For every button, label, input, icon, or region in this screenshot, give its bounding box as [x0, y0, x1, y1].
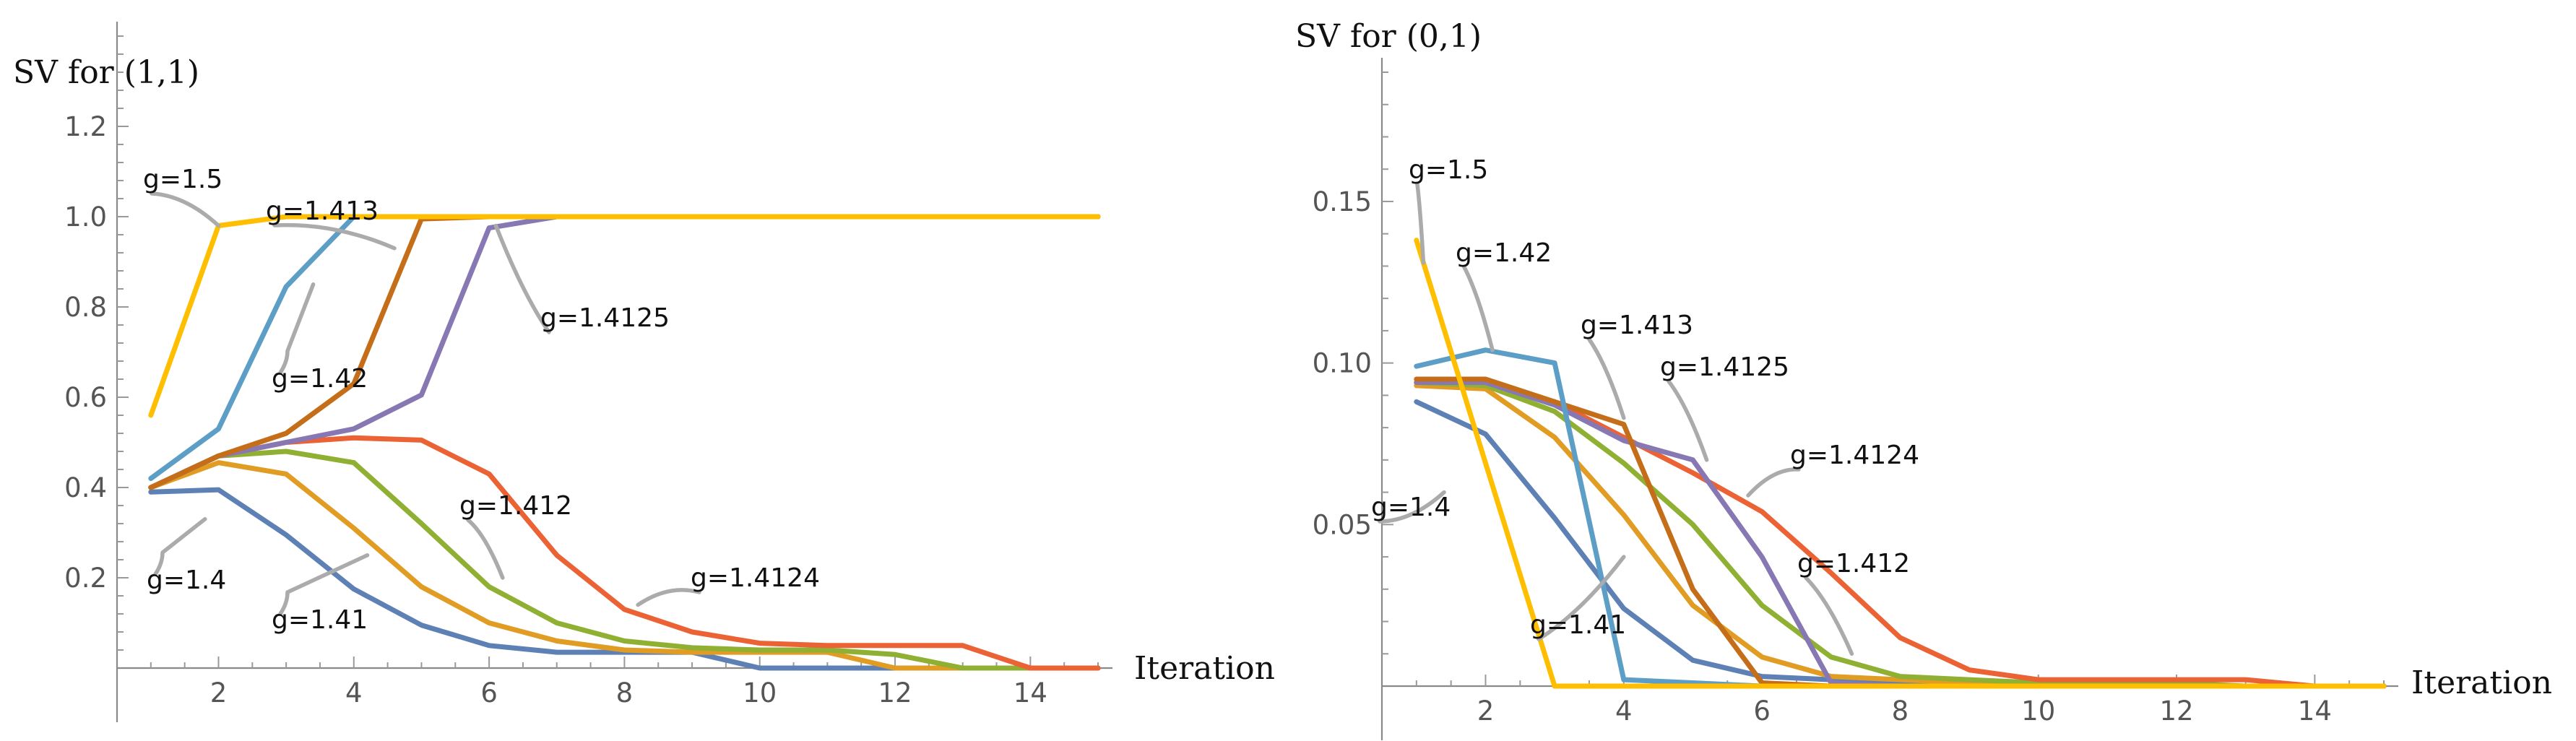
y-axis-title: SV for (1,1)	[13, 54, 199, 91]
x-tick-label: 4	[1615, 696, 1633, 727]
annotation-leader	[150, 191, 221, 228]
x-axis-title: Iteration	[1134, 650, 1275, 687]
annotation-leader	[1415, 182, 1426, 265]
annotation-label: g=1.41	[1530, 610, 1626, 640]
annotation-leader	[278, 553, 370, 616]
annotation-leader	[1746, 467, 1801, 498]
series-line-g-1-412	[148, 448, 1101, 671]
x-tick-label: 12	[2159, 696, 2193, 727]
series-line-g-1-4125	[148, 214, 1101, 490]
annotation-label: g=1.4125	[540, 303, 670, 333]
x-tick-label: 2	[1477, 696, 1495, 727]
x-tick-label: 10	[2021, 696, 2055, 727]
annotation-leader	[153, 517, 207, 576]
annotation-leader	[466, 518, 505, 580]
x-tick-label: 12	[878, 677, 912, 708]
y-tick-label: 1.2	[64, 111, 107, 142]
y-tick-label: 0.2	[64, 563, 107, 594]
x-tick-label: 8	[616, 677, 634, 708]
annotation-label: g=1.4125	[1660, 352, 1789, 382]
annotation-label: g=1.4	[147, 566, 226, 595]
x-tick-label: 2	[210, 677, 228, 708]
y-tick-label: 0.15	[1313, 186, 1372, 217]
series-line-g-1-41	[148, 460, 1101, 671]
annotation-leader	[1378, 490, 1446, 524]
annotation-label: g=1.4	[1371, 493, 1451, 522]
annotation-label: g=1.42	[272, 364, 368, 394]
annotation-leader	[636, 588, 701, 607]
y-tick-label: 0.05	[1313, 509, 1372, 540]
y-tick-label: 0.6	[64, 382, 107, 413]
series-line-g-1-4124	[148, 435, 1101, 671]
x-tick-label: 6	[1753, 696, 1771, 727]
annotation-leader	[1667, 379, 1709, 462]
annotation-label: g=1.413	[266, 196, 379, 226]
annotation-leader	[272, 222, 397, 251]
y-tick-label: 0.8	[64, 292, 107, 323]
chart-1: 0.2 0.4 0.6 0.8 1.0 1.2 2 4 6 8 10 12 14 SV for (1,1)…	[13, 22, 1275, 722]
y-tick-label: 0.4	[64, 472, 107, 503]
x-tick-label: 6	[480, 677, 498, 708]
annotation-leader	[1804, 576, 1854, 656]
chart-2: 0.05 0.10 0.15 2 4 6 8 10 12 14 SV for (0,1) Iterat…	[1295, 18, 2552, 740]
annotation-label: g=1.4124	[1790, 441, 1919, 470]
x-tick-label: 4	[345, 677, 363, 708]
annotation-leader	[1462, 265, 1495, 352]
x-tick-label: 10	[743, 677, 777, 708]
annotation-leader	[1536, 555, 1626, 641]
series-line-g-1-5	[1414, 238, 2387, 689]
annotation-label: g=1.412	[459, 491, 572, 521]
series-line-g-1-412	[1414, 380, 2387, 689]
x-tick-label: 8	[1892, 696, 1909, 727]
annotation-leader	[1587, 337, 1626, 420]
y-axis-title: SV for (0,1)	[1295, 18, 1482, 55]
annotation-leader	[278, 282, 316, 375]
annotation-label: g=1.42	[1456, 238, 1552, 268]
annotation-label: g=1.412	[1797, 549, 1910, 578]
x-tick-label: 14	[2298, 696, 2332, 727]
annotation-label: g=1.413	[1581, 311, 1693, 340]
annotation-label: g=1.5	[1409, 155, 1488, 185]
y-tick-label: 1.0	[64, 202, 107, 233]
annotation-label: g=1.5	[143, 165, 222, 194]
series-line-g-1-4124	[1414, 380, 2387, 689]
annotation-leader	[493, 223, 551, 334]
x-tick-label: 14	[1013, 677, 1047, 708]
series-line-g-1-41	[1414, 383, 2387, 689]
annotation-label: g=1.41	[272, 605, 368, 635]
series-line-g-1-4125	[1414, 380, 2387, 689]
series-line-g-1-5	[148, 214, 1101, 418]
annotation-label: g=1.4124	[691, 563, 820, 593]
series-line-g-1-413	[148, 214, 1101, 490]
x-axis-title: Iteration	[2411, 664, 2552, 701]
y-tick-label: 0.10	[1313, 348, 1372, 379]
